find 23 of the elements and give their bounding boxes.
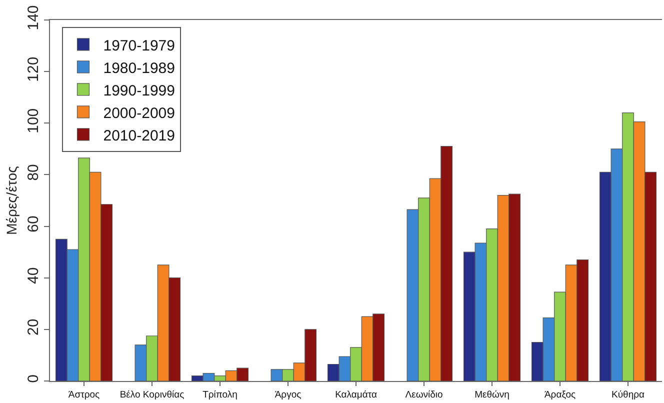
legend-label: 1980-1989 <box>103 60 175 77</box>
x-tick-label: Άργος <box>274 389 302 400</box>
y-tick-label: 120 <box>25 56 42 82</box>
legend-label: 2000-2009 <box>103 104 175 122</box>
legend-label: 2010-2019 <box>103 127 175 144</box>
x-tick-label: Κύθηρα <box>612 389 646 400</box>
y-axis-title: Μέρες/έτος <box>4 166 20 235</box>
x-tick-label: Βέλο Κορινθίας <box>120 389 185 400</box>
x-tick-label: Άραξος <box>544 389 576 400</box>
y-tick-label: 140 <box>25 5 42 30</box>
x-tick-label: Τρίπολη <box>202 389 238 400</box>
x-tick-label: Καλαμάτα <box>335 389 378 400</box>
y-tick-label: 0 <box>25 374 42 383</box>
legend-label: 1970-1979 <box>103 37 175 54</box>
x-tick-label: Λεωνίδιο <box>405 389 443 400</box>
y-tick-label: 100 <box>25 108 42 134</box>
legend-label: 1990-1999 <box>103 82 175 100</box>
y-tick-label: 20 <box>25 318 42 336</box>
y-tick-label: 60 <box>25 216 42 232</box>
x-tick-label: Μεθώνη <box>474 389 510 400</box>
y-tick-label: 40 <box>25 267 42 284</box>
x-tick-label: Άστρος <box>68 389 100 400</box>
y-tick-label: 80 <box>25 164 42 181</box>
